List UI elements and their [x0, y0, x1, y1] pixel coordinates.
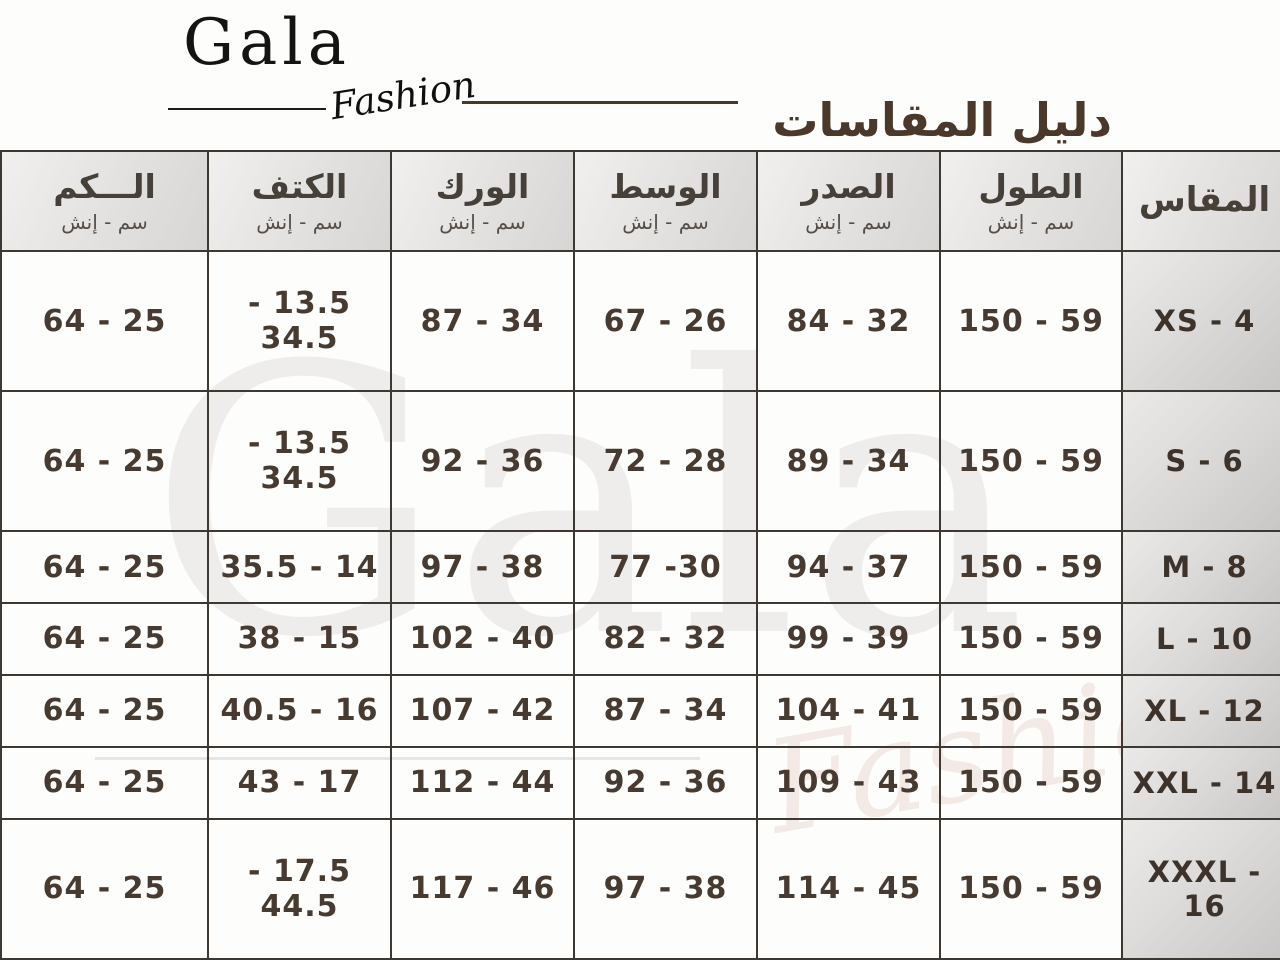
- col-header-size: المقاس: [1121, 150, 1280, 252]
- col-header-unit: سم - إنش: [256, 210, 343, 235]
- cell-hip: 38 - 97: [390, 530, 575, 605]
- cell-shoulder: 16 - 40.5: [207, 673, 392, 748]
- table-row: L - 10 59 - 150 39 - 99 32 - 82 40 - 102 15 -…: [0, 602, 1280, 676]
- cell-waist: 30- 77: [573, 530, 758, 605]
- cell-chest: 34 - 89: [756, 390, 941, 533]
- cell-hip: 40 - 102: [390, 602, 575, 676]
- col-header-label: الـــكم: [53, 166, 156, 206]
- col-header-label: الصدر: [801, 166, 896, 206]
- cell-waist: 36 - 92: [573, 745, 758, 820]
- cell-chest: 39 - 99: [756, 602, 941, 676]
- cell-chest: 32 - 84: [756, 249, 941, 393]
- cell-waist: 32 - 82: [573, 602, 758, 676]
- col-header-chest: الصدر سم - إنش: [756, 150, 941, 252]
- cell-sleeve: 25 - 64: [0, 673, 209, 748]
- cell-sleeve: 25 - 64: [0, 530, 209, 605]
- cell-length: 59 - 150: [939, 602, 1123, 676]
- col-header-waist: الوسط سم - إنش: [573, 150, 758, 252]
- col-header-unit: سم - إنش: [61, 210, 148, 235]
- table-head: المقاس الطول سم - إنش الصدر سم - إنش الوسط سم …: [0, 150, 1280, 252]
- cell-hip: 44 - 112: [390, 745, 575, 820]
- cell-chest: 43 - 109: [756, 745, 941, 820]
- cell-size: S - 6: [1121, 390, 1280, 533]
- cell-sleeve: 25 - 64: [0, 390, 209, 533]
- cell-shoulder: 14 - 35.5: [207, 530, 392, 605]
- cell-chest: 45 - 114: [756, 817, 941, 960]
- cell-shoulder: 13.5 - 34.5: [207, 249, 392, 393]
- col-header-hip: الورك سم - إنش: [390, 150, 575, 252]
- cell-size: XS - 4: [1121, 249, 1280, 393]
- cell-waist: 26 - 67: [573, 249, 758, 393]
- table-row: XXXL - 16 59 - 150 45 - 114 38 - 97 46 - 117…: [0, 817, 1280, 960]
- table-row: S - 6 59 - 150 34 - 89 28 - 72 36 - 92 13.5 -…: [0, 390, 1280, 533]
- cell-chest: 41 - 104: [756, 673, 941, 748]
- col-header-unit: سم - إنش: [805, 210, 892, 235]
- title-divider-line: [462, 101, 738, 104]
- col-header-shoulder: الكتف سم - إنش: [207, 150, 392, 252]
- cell-waist: 28 - 72: [573, 390, 758, 533]
- col-header-label: الورك: [435, 166, 530, 206]
- logo-underline: [168, 108, 326, 110]
- cell-length: 59 - 150: [939, 673, 1123, 748]
- table-row: XXL - 14 59 - 150 43 - 109 36 - 92 44 - 112 1…: [0, 745, 1280, 820]
- cell-shoulder: 15 - 38: [207, 602, 392, 676]
- table-row: M - 8 59 - 150 37 - 94 30- 77 38 - 97 14 - 35…: [0, 530, 1280, 605]
- page-title: دليل المقاسات: [772, 92, 1112, 147]
- cell-waist: 34 - 87: [573, 673, 758, 748]
- cell-waist: 38 - 97: [573, 817, 758, 960]
- col-header-label: المقاس: [1138, 180, 1271, 221]
- table-row: XL - 12 59 - 150 41 - 104 34 - 87 42 - 107 16…: [0, 673, 1280, 748]
- cell-shoulder: 13.5 - 34.5: [207, 390, 392, 533]
- cell-hip: 46 - 117: [390, 817, 575, 960]
- cell-hip: 36 - 92: [390, 390, 575, 533]
- cell-size: XXL - 14: [1121, 745, 1280, 820]
- cell-length: 59 - 150: [939, 745, 1123, 820]
- cell-size: L - 10: [1121, 602, 1280, 676]
- cell-sleeve: 25 - 64: [0, 602, 209, 676]
- cell-size: XL - 12: [1121, 673, 1280, 748]
- col-header-label: الوسط: [609, 166, 722, 206]
- cell-hip: 34 - 87: [390, 249, 575, 393]
- col-header-label: الطول: [978, 166, 1084, 206]
- cell-length: 59 - 150: [939, 390, 1123, 533]
- cell-chest: 37 - 94: [756, 530, 941, 605]
- cell-size: XXXL - 16: [1121, 817, 1280, 960]
- col-header-unit: سم - إنش: [622, 210, 709, 235]
- cell-length: 59 - 150: [939, 249, 1123, 393]
- table-body: XS - 4 59 - 150 32 - 84 26 - 67 34 - 87 13.5 …: [0, 249, 1280, 960]
- cell-shoulder: 17 - 43: [207, 745, 392, 820]
- size-chart-table: المقاس الطول سم - إنش الصدر سم - إنش الوسط سم …: [0, 150, 1280, 960]
- cell-length: 59 - 150: [939, 530, 1123, 605]
- col-header-unit: سم - إنش: [987, 210, 1075, 235]
- cell-size: M - 8: [1121, 530, 1280, 605]
- table-row: XS - 4 59 - 150 32 - 84 26 - 67 34 - 87 13.5 …: [0, 249, 1280, 393]
- cell-sleeve: 25 - 64: [0, 249, 209, 393]
- cell-sleeve: 25 - 64: [0, 817, 209, 960]
- table-header-row: المقاس الطول سم - إنش الصدر سم - إنش الوسط سم …: [0, 150, 1280, 252]
- cell-sleeve: 25 - 64: [0, 745, 209, 820]
- cell-hip: 42 - 107: [390, 673, 575, 748]
- col-header-length: الطول سم - إنش: [939, 150, 1123, 252]
- col-header-unit: سم - إنش: [439, 210, 526, 235]
- col-header-label: الكتف: [251, 166, 348, 206]
- brand-logo: Gala: [183, 6, 351, 80]
- col-header-sleeve: الـــكم سم - إنش: [0, 150, 209, 252]
- cell-shoulder: 17.5 - 44.5: [207, 817, 392, 960]
- cell-length: 59 - 150: [939, 817, 1123, 960]
